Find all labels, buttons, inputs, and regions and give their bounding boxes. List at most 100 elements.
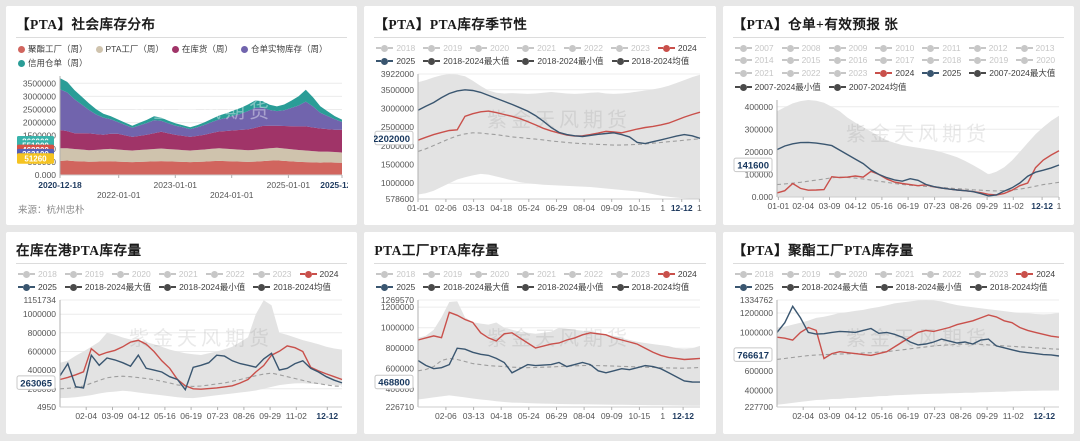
legend-item-2019[interactable]: 2019 bbox=[423, 269, 462, 279]
x-tick-label: 04-12 bbox=[844, 201, 866, 211]
legend-item-2018-2024均值[interactable]: 2018-2024均值 bbox=[253, 281, 331, 293]
legend-item-2018-2024均值[interactable]: 2018-2024均值 bbox=[611, 55, 689, 67]
legend-marker-icon bbox=[517, 57, 535, 65]
legend-item-2020[interactable]: 2020 bbox=[470, 43, 509, 53]
legend-item-2021[interactable]: 2021 bbox=[734, 68, 774, 78]
legend-item-2023[interactable]: 2023 bbox=[828, 68, 867, 78]
legend-item-2023[interactable]: 2023 bbox=[610, 269, 650, 279]
legend-item-2011[interactable]: 2011 bbox=[922, 43, 961, 53]
legend-item-2024[interactable]: 2024 bbox=[657, 43, 697, 53]
legend-item-2022[interactable]: 2022 bbox=[205, 269, 245, 279]
legend-item-2012[interactable]: 2012 bbox=[968, 43, 1008, 53]
legend-item-2020[interactable]: 2020 bbox=[111, 269, 151, 279]
legend-item-在库货（周）[interactable]: 在库货（周） bbox=[171, 43, 233, 55]
legend-item-2019[interactable]: 2019 bbox=[781, 269, 821, 279]
legend-item-2018-2024最小值[interactable]: 2018-2024最小值 bbox=[875, 281, 962, 293]
legend-item-2018[interactable]: 2018 bbox=[734, 269, 774, 279]
legend-item-2008[interactable]: 2008 bbox=[781, 43, 821, 53]
legend-item-2022[interactable]: 2022 bbox=[564, 269, 603, 279]
y-tick-label: 1000000 bbox=[381, 178, 414, 188]
legend-item-2019[interactable]: 2019 bbox=[423, 43, 462, 53]
legend-item-label: 2019 bbox=[989, 55, 1009, 65]
legend-item-2007[interactable]: 2007 bbox=[734, 43, 774, 53]
legend-item-2021[interactable]: 2021 bbox=[875, 269, 914, 279]
x-tick-label: 12-12 bbox=[1033, 411, 1055, 421]
legend-marker-icon bbox=[828, 44, 846, 52]
legend-item-2018[interactable]: 2018 bbox=[376, 269, 415, 279]
legend-item-2018-2024均值[interactable]: 2018-2024均值 bbox=[611, 281, 689, 293]
legend-item-2021[interactable]: 2021 bbox=[517, 269, 556, 279]
legend-item-2007-2024均值[interactable]: 2007-2024均值 bbox=[828, 81, 906, 93]
legend-item-2020[interactable]: 2020 bbox=[1016, 55, 1055, 65]
y-tick-label: 1500000 bbox=[23, 131, 56, 141]
legend-item-2023[interactable]: 2023 bbox=[252, 269, 292, 279]
legend-item-2016[interactable]: 2016 bbox=[828, 55, 867, 65]
legend-item-2018[interactable]: 2018 bbox=[922, 55, 961, 65]
legend-item-2025[interactable]: 2025 bbox=[18, 282, 57, 292]
legend-item-2017[interactable]: 2017 bbox=[875, 55, 914, 65]
svg-text:468800: 468800 bbox=[379, 378, 411, 389]
watermark: 紫金天风期货 bbox=[487, 109, 631, 132]
x-tick-label: 02-06 bbox=[435, 203, 457, 213]
legend-item-2024[interactable]: 2024 bbox=[299, 269, 338, 279]
legend-item-2018-2024最大值[interactable]: 2018-2024最大值 bbox=[423, 281, 509, 293]
legend-item-2018[interactable]: 2018 bbox=[376, 43, 415, 53]
legend-marker-icon bbox=[875, 44, 893, 52]
legend-item-2014[interactable]: 2014 bbox=[734, 55, 774, 65]
legend-item-2018-2024最小值[interactable]: 2018-2024最小值 bbox=[517, 281, 604, 293]
watermark: 紫金天风期货 bbox=[846, 123, 990, 146]
y-tick-label: 400000 bbox=[28, 365, 57, 375]
latest-value-badge: 263065 bbox=[16, 375, 56, 390]
legend-item-2022[interactable]: 2022 bbox=[564, 43, 603, 53]
legend-item-label: 2018 bbox=[396, 43, 416, 53]
legend-item-label: 2018-2024最小值 bbox=[537, 56, 604, 66]
legend-item-label: 2023 bbox=[630, 43, 650, 53]
latest-value-badge: 766617 bbox=[733, 347, 773, 362]
legend-item-仓单实物库存（周）[interactable]: 仓单实物库存（周） bbox=[240, 43, 327, 55]
legend-item-2022[interactable]: 2022 bbox=[922, 269, 961, 279]
legend-marker-icon bbox=[1016, 56, 1034, 64]
legend-item-2013[interactable]: 2013 bbox=[1015, 43, 1054, 53]
legend-item-2018-2024最小值[interactable]: 2018-2024最小值 bbox=[159, 281, 245, 293]
legend-item-2021[interactable]: 2021 bbox=[517, 43, 556, 53]
legend-marker-icon bbox=[875, 270, 893, 278]
legend-item-2021[interactable]: 2021 bbox=[158, 269, 198, 279]
legend-item-2024[interactable]: 2024 bbox=[657, 269, 697, 279]
legend-item-2024[interactable]: 2024 bbox=[1016, 269, 1055, 279]
legend-item-2018[interactable]: 2018 bbox=[18, 269, 57, 279]
y-tick-label: 2500000 bbox=[23, 105, 56, 115]
legend-item-2018-2024最大值[interactable]: 2018-2024最大值 bbox=[64, 281, 151, 293]
legend-item-label: 2018 bbox=[38, 269, 57, 279]
legend-item-2025[interactable]: 2025 bbox=[376, 56, 415, 66]
legend-item-2018-2024最小值[interactable]: 2018-2024最小值 bbox=[517, 55, 604, 67]
legend-item-2019[interactable]: 2019 bbox=[969, 55, 1008, 65]
legend-item-2022[interactable]: 2022 bbox=[781, 68, 821, 78]
legend-item-PTA工厂（周）[interactable]: PTA工厂（周） bbox=[95, 43, 164, 55]
svg-text:263065: 263065 bbox=[20, 378, 52, 389]
legend-marker-icon bbox=[423, 270, 441, 278]
legend-item-2010[interactable]: 2010 bbox=[875, 43, 914, 53]
legend-item-2018-2024最大值[interactable]: 2018-2024最大值 bbox=[423, 55, 509, 67]
legend-item-聚酯工厂（周）[interactable]: 聚酯工厂（周） bbox=[18, 43, 88, 55]
legend-item-2023[interactable]: 2023 bbox=[610, 43, 650, 53]
legend-item-2019[interactable]: 2019 bbox=[64, 269, 104, 279]
legend-item-2018-2024最大值[interactable]: 2018-2024最大值 bbox=[781, 281, 868, 293]
legend-item-2023[interactable]: 2023 bbox=[969, 269, 1008, 279]
legend-item-2025[interactable]: 2025 bbox=[376, 282, 415, 292]
legend-item-2007-2024最小值[interactable]: 2007-2024最小值 bbox=[734, 81, 821, 93]
legend-marker-icon bbox=[517, 44, 535, 52]
legend-item-2020[interactable]: 2020 bbox=[470, 269, 509, 279]
legend-item-2009[interactable]: 2009 bbox=[828, 43, 867, 53]
legend-item-label: 2014 bbox=[754, 55, 774, 65]
legend-item-2007-2024最大值[interactable]: 2007-2024最大值 bbox=[969, 67, 1055, 79]
legend-item-2015[interactable]: 2015 bbox=[781, 55, 821, 65]
x-tick-label: 08-26 bbox=[233, 411, 255, 421]
legend-item-2025[interactable]: 2025 bbox=[922, 68, 961, 78]
legend-item-2020[interactable]: 2020 bbox=[828, 269, 867, 279]
legend-item-2025[interactable]: 2025 bbox=[734, 282, 774, 292]
legend-item-2018-2024均值[interactable]: 2018-2024均值 bbox=[969, 281, 1048, 293]
legend-item-2024[interactable]: 2024 bbox=[875, 68, 914, 78]
legend-item-label: 2012 bbox=[988, 43, 1008, 53]
x-tick-label: 07-23 bbox=[207, 411, 229, 421]
legend-item-信用仓单（周）[interactable]: 信用仓单（周） bbox=[18, 57, 88, 69]
